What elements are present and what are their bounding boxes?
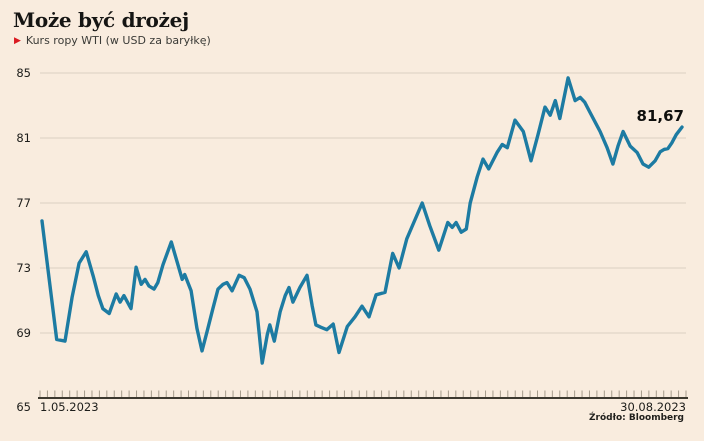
page-title: Może być drożej xyxy=(13,8,189,32)
legend-label: Kurs ropy WTI (w USD za baryłkę) xyxy=(25,34,211,47)
x-axis-start-label: 1.05.2023 xyxy=(40,400,99,414)
last-value-label: 81,67 xyxy=(637,107,684,125)
price-line xyxy=(40,76,684,365)
chart-legend: ▶ Kurs ropy WTI (w USD za baryłkę) xyxy=(14,34,211,47)
y-axis-label: 81 xyxy=(16,131,31,145)
source-credit: Źródło: Bloomberg xyxy=(589,413,684,423)
legend-marker-icon: ▶ xyxy=(14,35,21,46)
y-axis-label: 69 xyxy=(16,326,31,340)
y-axis-label: 65 xyxy=(16,400,31,414)
y-axis-label: 85 xyxy=(16,66,31,80)
x-axis-end-label: 30.08.2023 xyxy=(620,400,686,414)
y-axis-label: 73 xyxy=(16,261,31,275)
y-axis-label: 77 xyxy=(16,196,31,210)
